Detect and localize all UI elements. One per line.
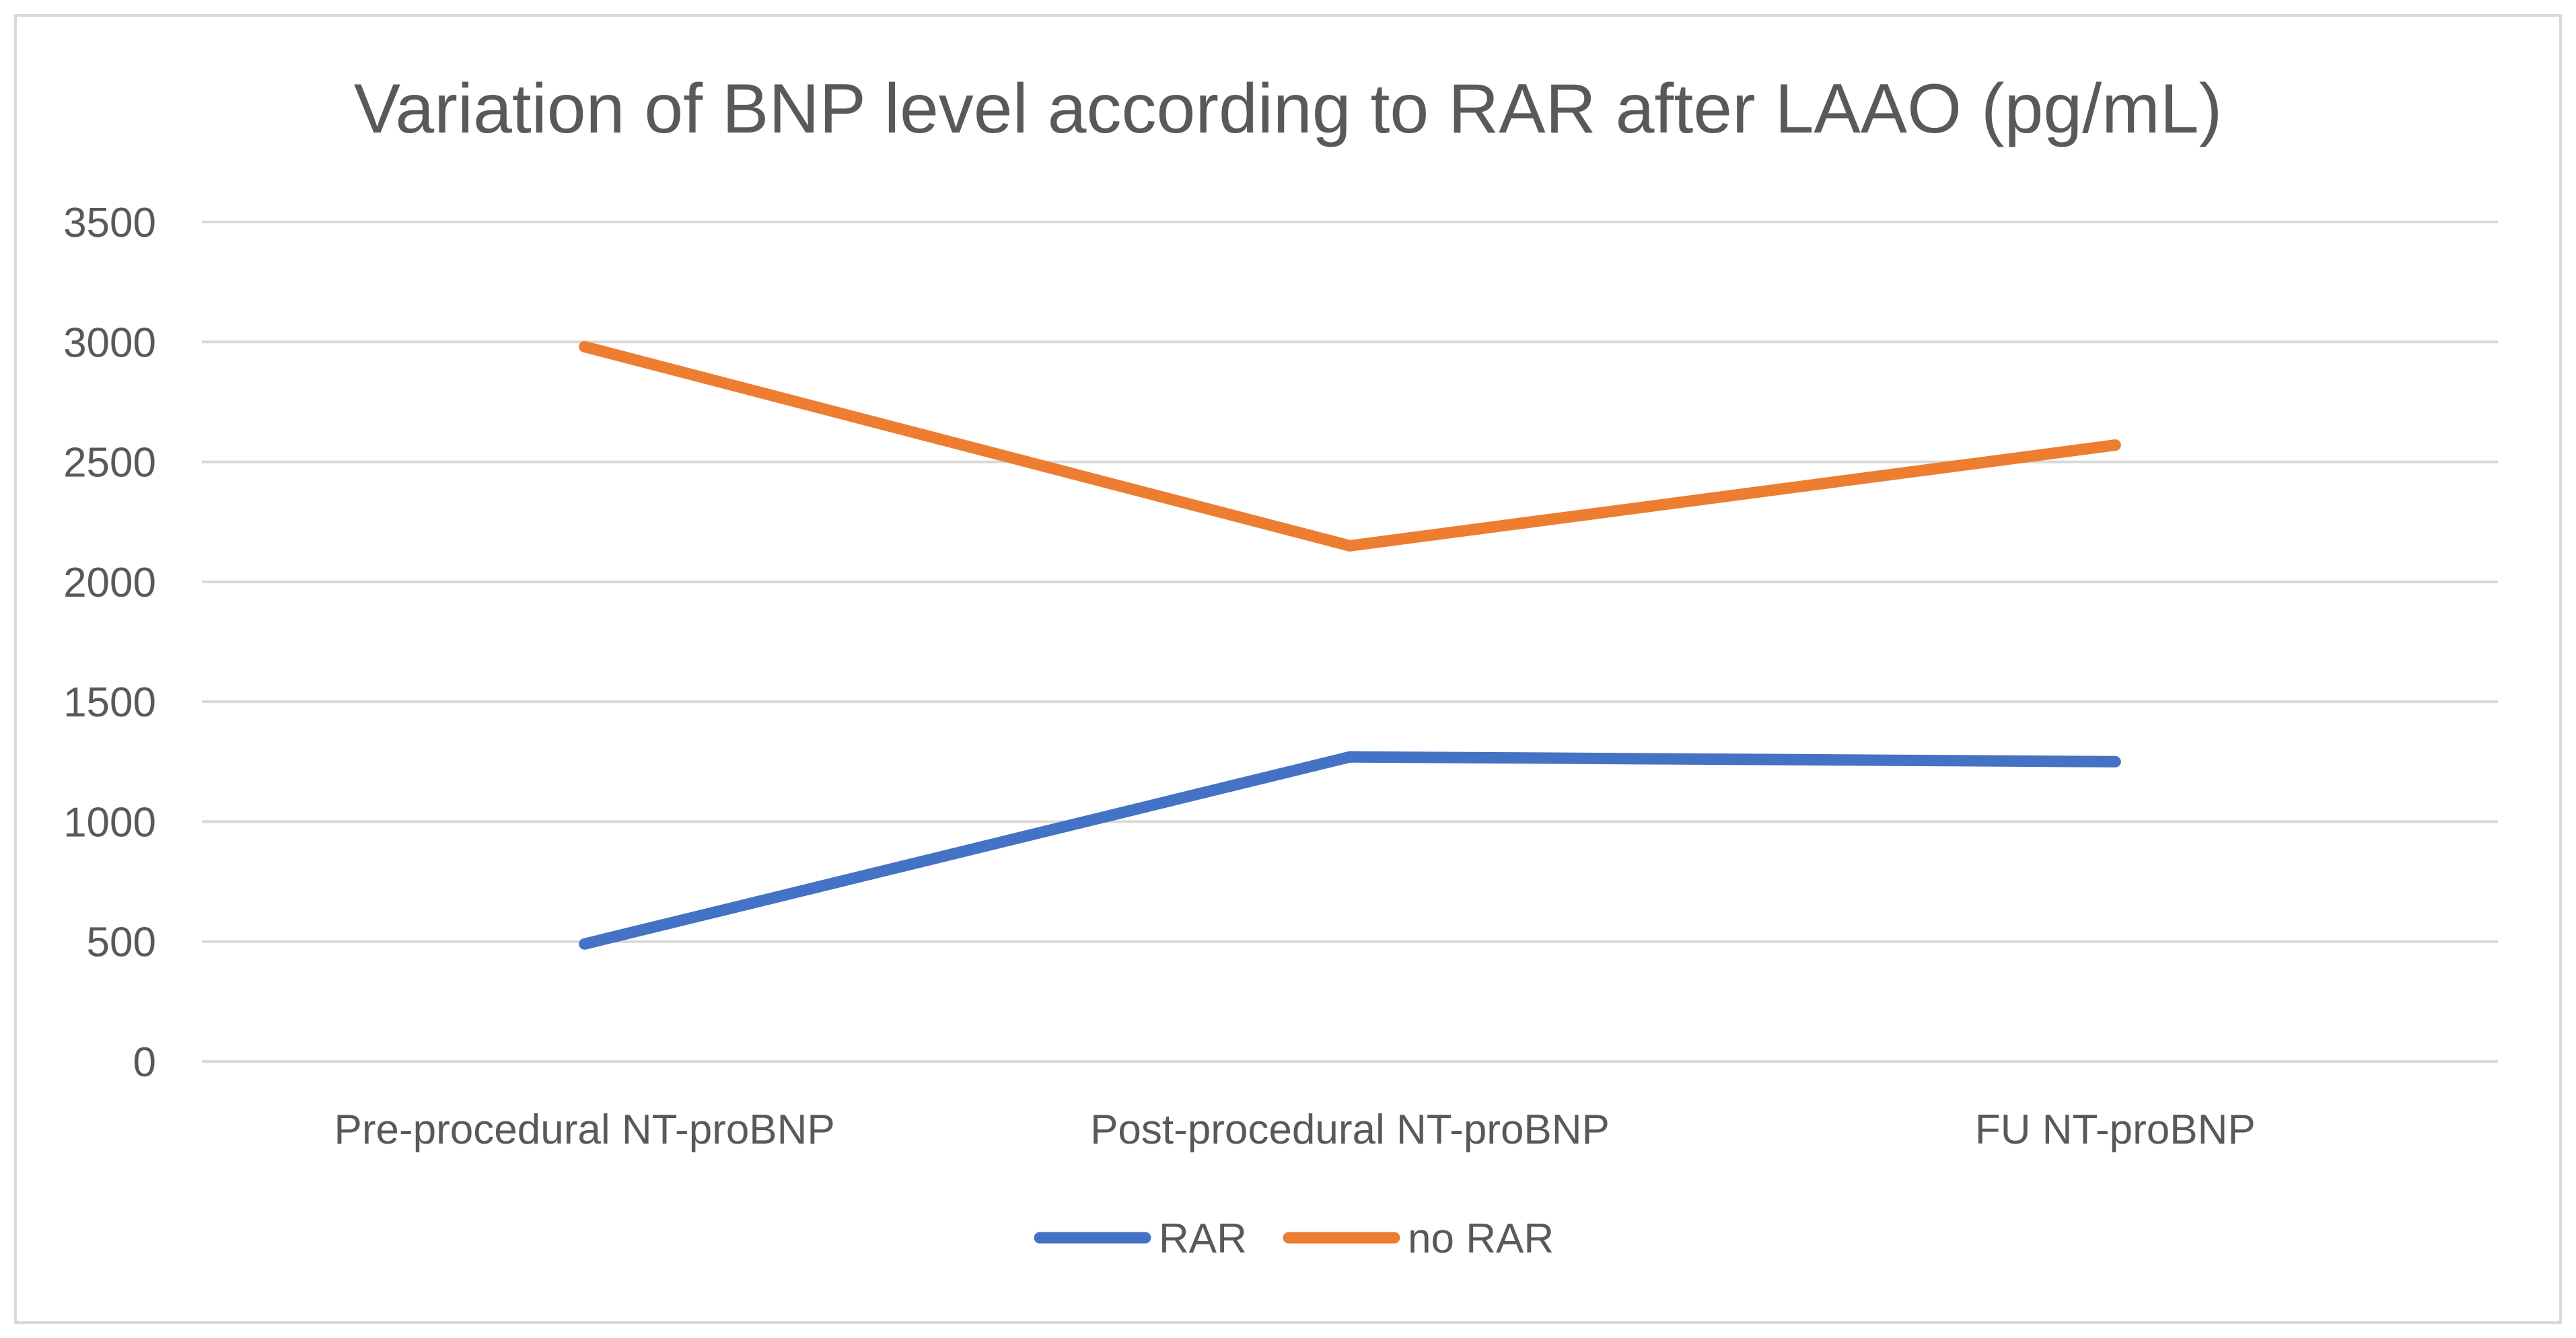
y-tick-label: 2500 [63,440,156,486]
data-point [2114,761,2116,762]
y-tick-label: 1000 [63,799,156,846]
x-tick-label: FU NT-proBNP [1975,1107,2256,1153]
y-tick-label: 1500 [63,679,156,726]
chart-title: Variation of BNP level according to RAR … [354,70,2223,148]
y-tick-label: 3500 [63,200,156,246]
chart-border [14,14,2562,1324]
data-point [584,346,585,347]
series-lines [579,340,2121,950]
y-tick-label: 500 [87,920,156,966]
y-tick-label: 3000 [63,320,156,366]
y-tick-label: 2000 [63,560,156,606]
y-tick-label: 0 [133,1039,156,1086]
legend-label: RAR [1159,1216,1247,1262]
y-axis-ticks: 0 500 1000 1500 2000 2500 3000 3500 [63,200,156,1086]
legend: RAR no RAR [1034,1216,1554,1262]
x-tick-label: Pre-procedural NT-proBNP [334,1107,835,1153]
legend-label: no RAR [1408,1216,1554,1262]
x-axis-ticks: Pre-procedural NT-proBNP Post-procedural … [334,1107,2256,1153]
x-tick-label: Post-procedural NT-proBNP [1090,1107,1610,1153]
